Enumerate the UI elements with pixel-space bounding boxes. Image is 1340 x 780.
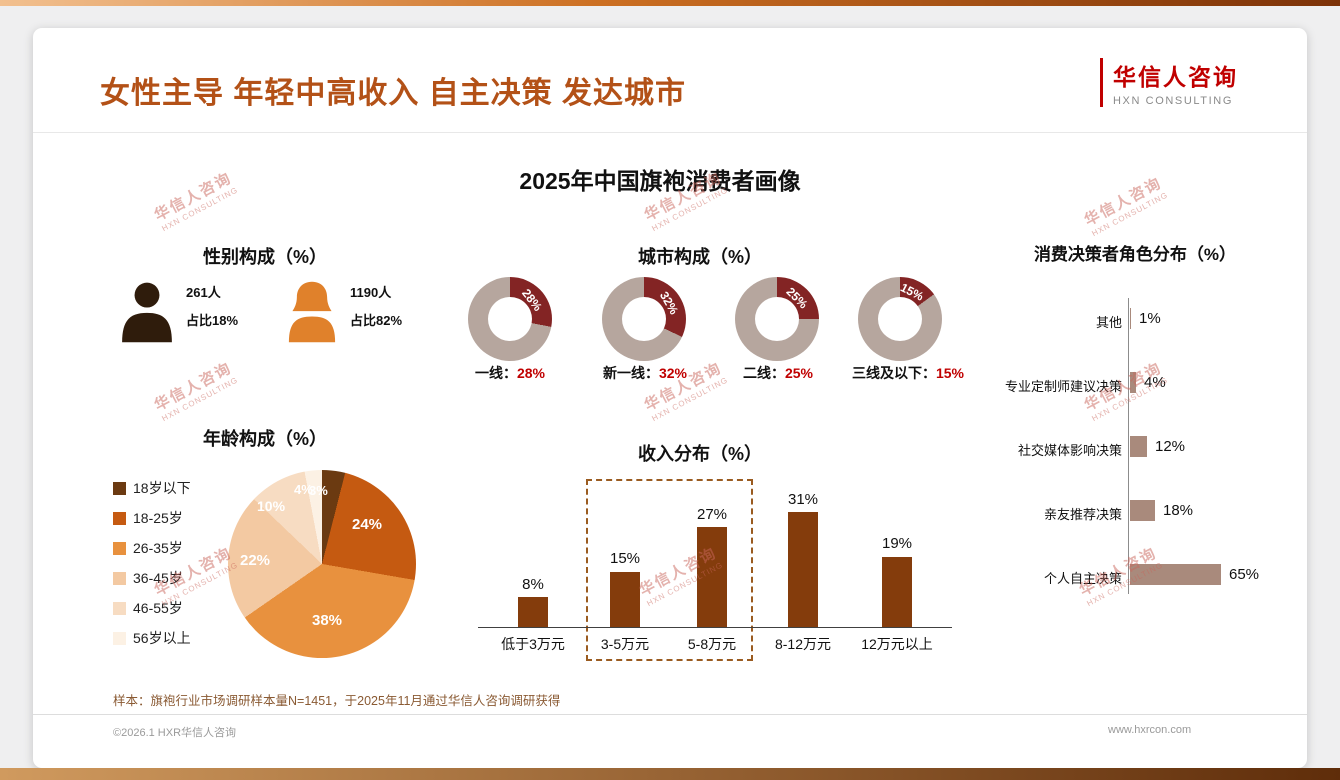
legend-swatch (113, 481, 126, 495)
decision-bar (1130, 308, 1132, 329)
donut-caption-label: 二线： (742, 365, 785, 381)
income-category: 3-5万元 (600, 636, 650, 652)
bottom-accent-bar (0, 768, 1340, 780)
legend-label: 36-45岁 (133, 570, 183, 586)
decision-value: 65% (1229, 566, 1260, 583)
income-value-label: 15% (609, 550, 641, 567)
decision-category: 专业定制师建议决策 (1004, 379, 1122, 394)
decision-category: 其他 (1095, 315, 1122, 330)
legend-item: 26-35岁 (113, 538, 183, 558)
legend-label: 26-35岁 (133, 540, 183, 556)
legend-swatch (113, 631, 126, 645)
decision-value: 1% (1139, 310, 1161, 327)
donut-caption-label: 一线： (474, 365, 517, 381)
income-section-title: 收入分布（%） (637, 444, 762, 464)
female-icon (288, 281, 336, 343)
decision-value: 4% (1144, 374, 1166, 391)
male-count: 261人 (186, 285, 221, 300)
legend-label: 56岁以上 (133, 630, 191, 646)
company-logo: 华信人咨询 HXN CONSULTING (1100, 58, 1238, 107)
income-value-label: 27% (696, 506, 728, 523)
pie-slice-label: 10% (257, 498, 286, 514)
income-bar (882, 556, 912, 627)
footer-divider (33, 714, 1307, 715)
donut-caption: 二线：25% (693, 363, 863, 383)
income-category: 12万元以上 (861, 636, 933, 652)
decision-bar (1130, 500, 1156, 521)
male-icon (122, 282, 172, 343)
legend-item: 18岁以下 (113, 478, 191, 498)
pie-slice-label: 4% (294, 482, 313, 497)
age-section-title: 年龄构成（%） (202, 429, 327, 449)
income-bar (518, 597, 548, 627)
gender-section-title: 性别构成（%） (202, 247, 327, 267)
legend-item: 56岁以上 (113, 628, 191, 648)
donut-caption: 三线及以下：15% (818, 363, 998, 383)
legend-swatch (113, 601, 126, 615)
male-share: 占比18% (186, 313, 239, 328)
pie-slice-label: 3% (309, 483, 328, 498)
city-section-title: 城市构成（%） (637, 247, 762, 267)
donut-tier1: 28% (468, 277, 552, 361)
donut-caption-value: 32% (658, 365, 688, 381)
age-pie (228, 470, 416, 658)
decision-bar (1130, 372, 1136, 393)
legend-item: 18-25岁 (113, 508, 183, 528)
chart-main-title: 2025年中国旗袍消费者画像 (519, 168, 801, 194)
legend-item: 46-55岁 (113, 598, 183, 618)
legend-label: 46-55岁 (133, 600, 183, 616)
legend-swatch (113, 511, 126, 525)
legend-label: 18-25岁 (133, 510, 183, 526)
income-value-label: 31% (787, 491, 819, 508)
decision-bar (1130, 436, 1147, 457)
decision-category: 亲友推荐决策 (1043, 507, 1122, 522)
donut-caption-label: 三线及以下： (851, 365, 936, 381)
income-bar (610, 571, 640, 627)
female-count: 1190人 (350, 285, 392, 300)
income-value-label: 19% (881, 535, 913, 552)
legend-swatch (113, 571, 126, 585)
donut-tier3: 15% (858, 277, 942, 361)
pie-slice-label: 22% (240, 552, 271, 569)
sample-footnote: 样本：旗袍行业市场调研样本量N=1451，于2025年11月通过华信人咨询调研获… (113, 694, 561, 708)
top-accent-bar (0, 0, 1340, 6)
donut-tier2: 25% (735, 277, 819, 361)
income-bar (788, 512, 818, 627)
donut-caption-value: 15% (935, 365, 965, 381)
legend-swatch (113, 541, 126, 555)
logo-en-text: HXN CONSULTING (1113, 95, 1233, 107)
income-value-label: 8% (522, 576, 544, 593)
donut-caption: 一线：28% (425, 363, 595, 383)
donut-caption-value: 28% (516, 365, 546, 381)
income-axis (478, 627, 952, 628)
donut-caption-value: 25% (784, 365, 814, 381)
website-text: www.hxrcon.com (1108, 724, 1192, 736)
decision-bar (1130, 564, 1221, 585)
page-title: 女性主导 年轻中高收入 自主决策 发达城市 (100, 77, 687, 110)
donut-new-tier1: 32% (602, 277, 686, 361)
decision-value: 18% (1163, 502, 1194, 519)
decision-axis (1128, 298, 1129, 594)
logo-cn-text: 华信人咨询 (1113, 64, 1238, 90)
pie-slice-label: 38% (312, 612, 343, 629)
donut-caption-label: 新一线： (602, 365, 659, 381)
legend-item: 36-45岁 (113, 568, 183, 588)
decision-value: 12% (1155, 438, 1186, 455)
donut-caption: 新一线：32% (560, 363, 730, 383)
decision-category: 个人自主决策 (1043, 571, 1122, 586)
content-card (33, 28, 1307, 768)
pie-slice-label: 24% (352, 516, 383, 533)
header-divider (33, 132, 1307, 133)
income-bar (697, 527, 727, 627)
income-category: 低于3万元 (501, 636, 565, 652)
copyright-text: ©2026.1 HXR华信人咨询 (113, 727, 237, 739)
income-highlight-box (586, 479, 753, 661)
decision-category: 社交媒体影响决策 (1017, 443, 1122, 458)
legend-label: 18岁以下 (133, 480, 191, 496)
female-share: 占比82% (350, 313, 403, 328)
income-category: 8-12万元 (774, 636, 832, 652)
income-category: 5-8万元 (687, 636, 737, 652)
decision-section-title: 消费决策者角色分布（%） (1033, 245, 1237, 264)
